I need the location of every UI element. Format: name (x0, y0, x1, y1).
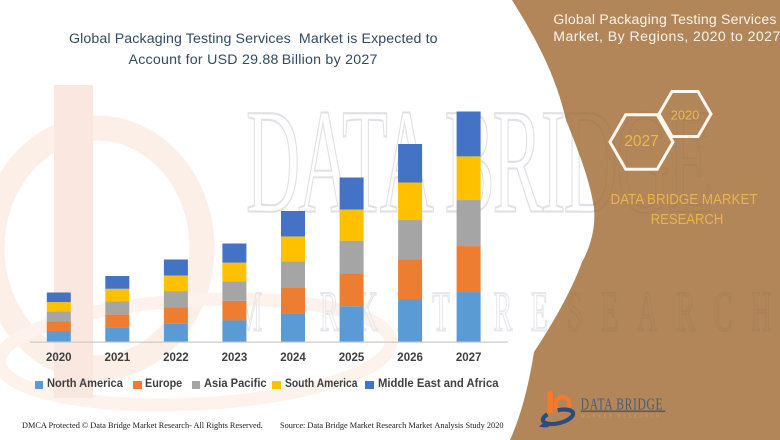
svg-text:MARKET RESEARCH: MARKET RESEARCH (581, 413, 662, 418)
svg-text:2020: 2020 (671, 108, 700, 123)
svg-text:DATA BRIDGE: DATA BRIDGE (581, 396, 663, 415)
svg-text:2027: 2027 (624, 133, 658, 150)
